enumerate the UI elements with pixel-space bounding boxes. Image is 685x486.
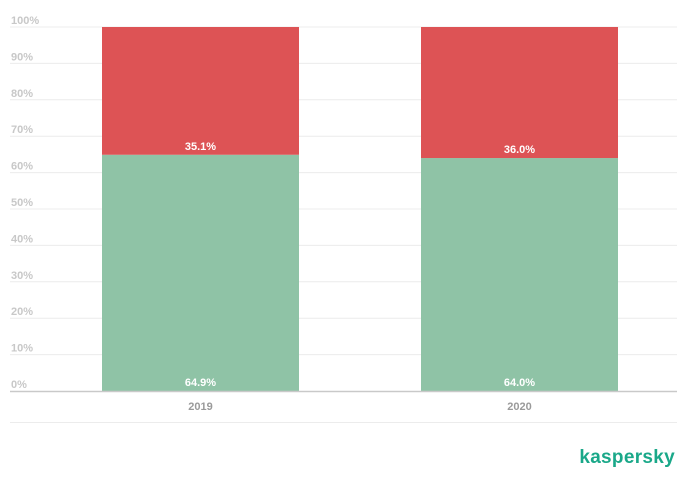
data-label: 64.0% <box>504 377 535 389</box>
y-tick-label: 50% <box>11 197 33 209</box>
y-tick-label: 100% <box>11 15 39 27</box>
kaspersky-logo: kaspersky <box>579 447 675 468</box>
x-tick-label: 2020 <box>507 401 531 413</box>
y-tick-label: 30% <box>11 270 33 282</box>
x-tick-label: 2019 <box>188 401 212 413</box>
x-axis-labels: 2019 2020 <box>188 401 531 413</box>
bars <box>102 27 618 391</box>
y-axis-ticks: 0% 10% 20% 30% 40% 50% 60% 70% 80% 90% 100% <box>11 15 39 391</box>
data-label: 35.1% <box>185 141 216 153</box>
y-tick-label: 70% <box>11 124 33 136</box>
data-labels: 64.9% 35.1% 64.0% 36.0% <box>185 141 535 389</box>
bar-segment <box>102 154 299 391</box>
bar-segment <box>421 27 618 159</box>
y-tick-label: 20% <box>11 306 33 318</box>
data-label: 64.9% <box>185 377 216 389</box>
y-tick-label: 60% <box>11 161 33 173</box>
y-tick-label: 40% <box>11 233 33 245</box>
bar-segment <box>102 27 299 155</box>
y-tick-label: 90% <box>11 51 33 63</box>
y-tick-label: 80% <box>11 88 33 100</box>
y-tick-label: 10% <box>11 343 33 355</box>
y-tick-label: 0% <box>11 379 27 391</box>
bar-segment <box>421 158 618 391</box>
data-label: 36.0% <box>504 144 535 156</box>
